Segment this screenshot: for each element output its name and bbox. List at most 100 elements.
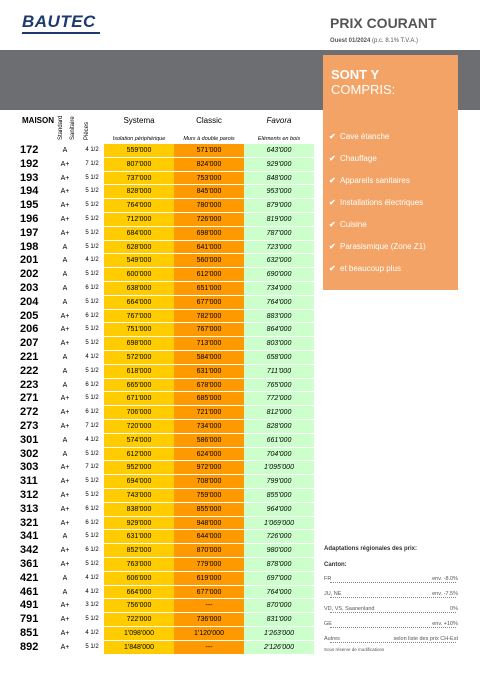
price-favora: 953'000 <box>244 185 314 200</box>
house-number: 341 <box>20 530 39 543</box>
rooms: 5 1/2 <box>85 174 99 181</box>
standard: A+ <box>60 464 70 472</box>
logo: BAUTEC <box>22 12 96 31</box>
standard: A+ <box>60 505 70 513</box>
price-systema: 852'000 <box>104 544 174 558</box>
house-number: 272 <box>20 406 39 419</box>
adapt-canton: Autres <box>324 636 342 642</box>
price-favora: 819'000 <box>244 213 314 227</box>
check-icon: ✔ <box>329 198 336 207</box>
rooms: 4 1/2 <box>85 630 99 636</box>
price-favora: 855'000 <box>244 489 314 503</box>
standard: A+ <box>60 492 70 499</box>
house-number: 221 <box>20 351 39 363</box>
rooms: 7 1/2 <box>85 423 99 429</box>
price-systema: 572'000 <box>104 351 174 365</box>
price-classic: 644'000 <box>174 530 244 545</box>
price-classic: 678'000 <box>174 378 244 393</box>
col-classic: Classic <box>196 116 222 125</box>
price-systema: 628'000 <box>104 240 174 255</box>
rooms: 5 1/2 <box>85 395 99 402</box>
adapt-value: env. -7.5% <box>430 591 458 597</box>
house-number: 301 <box>20 433 39 446</box>
price-favora: 2'126'000 <box>244 640 314 655</box>
house-number: 421 <box>20 571 39 584</box>
standard: A <box>62 574 68 582</box>
rooms: 6 1/2 <box>85 519 99 526</box>
rooms: 6 1/2 <box>85 409 99 416</box>
price-systema: 751'000 <box>104 323 174 338</box>
rooms: 5 1/2 <box>85 271 99 278</box>
rooms: 5 1/2 <box>85 188 99 195</box>
price-systema: 807'000 <box>104 157 174 172</box>
included-item: Parasismique (Zone Z1) <box>340 242 426 251</box>
standard: A+ <box>60 202 70 210</box>
price-favora: 878'000 <box>244 558 314 572</box>
price-favora: 632'000 <box>244 254 314 269</box>
price-favora: 883'000 <box>244 309 314 324</box>
standard: A <box>62 367 68 375</box>
house-number: 271 <box>20 392 39 405</box>
adapt-canton: Canton: <box>324 562 347 568</box>
price-classic: --- <box>174 599 244 614</box>
standard: A+ <box>60 312 70 320</box>
standard: A <box>62 354 68 361</box>
standard: A+ <box>60 547 70 555</box>
price-classic: 734'000 <box>174 420 244 434</box>
sub-classic: Murs à double parois <box>183 136 235 142</box>
price-classic: 677'000 <box>174 585 244 600</box>
price-systema: 952'000 <box>104 461 174 476</box>
price-classic: 726'000 <box>174 213 244 227</box>
price-classic: 870'000 <box>174 544 244 558</box>
price-favora: 803'000 <box>244 337 314 351</box>
house-number: 342 <box>20 544 39 557</box>
rooms: 4 1/2 <box>85 436 99 443</box>
rooms: 4 1/2 <box>85 257 99 264</box>
adapt-value: env. -8.0% <box>430 576 458 582</box>
rooms: 5 1/2 <box>85 533 99 540</box>
price-classic: 685'000 <box>174 392 244 407</box>
price-favora: 1'263'000 <box>244 627 314 641</box>
included-title: COMPRIS: <box>331 82 396 97</box>
price-classic: 698'000 <box>174 226 244 241</box>
price-systema: 665'000 <box>104 378 174 393</box>
price-favora: 723'000 <box>244 240 314 255</box>
price-classic: 651'000 <box>174 282 244 296</box>
price-systema: 671'000 <box>104 392 174 407</box>
check-icon: ✔ <box>329 264 336 273</box>
house-number: 195 <box>20 199 39 212</box>
price-systema: 720'000 <box>104 420 174 434</box>
price-favora: 831'000 <box>244 613 314 627</box>
price-systema: 698'000 <box>104 337 174 351</box>
price-classic: 708'000 <box>174 475 244 489</box>
adapt-leader <box>330 582 456 583</box>
price-favora: 726'000 <box>244 530 314 545</box>
standard: A+ <box>60 216 70 223</box>
price-classic: 571'000 <box>174 144 244 158</box>
price-classic: 855'000 <box>174 502 244 517</box>
price-systema: 559'000 <box>104 144 174 158</box>
house-number: 302 <box>20 447 39 460</box>
standard: A <box>62 285 68 292</box>
price-favora: 929'000 <box>244 157 314 172</box>
standard: A+ <box>60 561 70 568</box>
standard: A <box>62 147 68 154</box>
price-favora: 828'000 <box>244 420 314 434</box>
price-favora: 643'000 <box>244 144 314 158</box>
price-favora: 799'000 <box>244 475 314 489</box>
rooms: 5 1/2 <box>85 561 99 567</box>
price-classic: 641'000 <box>174 240 244 255</box>
price-favora: 661'000 <box>244 433 314 448</box>
col-favora: Favora <box>266 116 292 125</box>
included-item: Appareils sanitaires <box>340 176 410 185</box>
house-number: 172 <box>20 144 39 156</box>
standard: A+ <box>60 423 70 430</box>
price-systema: 694'000 <box>104 475 174 489</box>
price-systema: 767'000 <box>104 309 174 324</box>
adapt-note: Sous réserve de modifications <box>324 647 385 652</box>
price-classic: 759'000 <box>174 489 244 503</box>
rooms: 4 1/2 <box>85 574 99 581</box>
price-classic: 586'000 <box>174 433 244 448</box>
rooms: 5 1/2 <box>85 243 99 250</box>
adapt-value: env. +10% <box>430 621 458 627</box>
